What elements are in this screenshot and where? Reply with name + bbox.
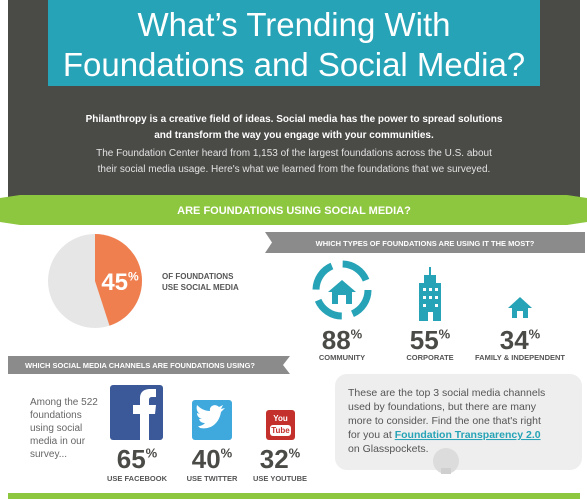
stat-number: 55 (410, 325, 439, 355)
footer-line (8, 493, 580, 499)
stat-unit: % (351, 327, 363, 342)
stat-unit: % (529, 327, 541, 342)
channel-label: USE TWITTER (187, 474, 238, 483)
channels-intro: foundations (30, 410, 82, 421)
intro-line: their social media usage. Here's what we… (98, 164, 491, 175)
overall-label: USE SOCIAL MEDIA (162, 283, 239, 292)
channels-intro: survey... (30, 449, 67, 460)
stat-value: 55% (410, 325, 451, 355)
lightbulb-base (441, 468, 451, 474)
youtube-logo-text: Tube (271, 426, 290, 435)
stat-value: 45% (101, 269, 139, 296)
channel-label: USE FACEBOOK (107, 474, 168, 483)
community-icon (312, 260, 372, 320)
stat-unit: % (146, 446, 158, 461)
stat-number: 65 (117, 444, 146, 474)
twitter-icon (192, 400, 232, 440)
stat-value: 88% (322, 325, 363, 355)
lightbulb-icon (433, 448, 459, 474)
channels-banner (8, 356, 290, 374)
callout-line: for you at Foundation Transparency 2.0 (348, 429, 541, 441)
callout-box (335, 374, 582, 470)
channels-intro: media in our (30, 436, 86, 447)
stat-value: 40% (192, 444, 233, 474)
channels-intro: Among the 522 (30, 397, 98, 408)
types-title: WHICH TYPES OF FOUNDATIONS ARE USING IT … (316, 239, 535, 248)
callout-link[interactable]: Foundation Transparency 2.0 (395, 429, 541, 441)
type-label: CORPORATE (406, 353, 453, 362)
section-ribbon (0, 195, 587, 225)
stat-number: 34 (500, 325, 529, 355)
stat-number: 45 (101, 269, 128, 296)
stat-unit: % (439, 327, 451, 342)
stat-number: 32 (260, 444, 289, 474)
youtube-logo-text: You (273, 414, 288, 423)
title-line: Foundations and Social Media? (63, 46, 525, 83)
type-label: FAMILY & INDEPENDENT (475, 353, 565, 362)
callout-prefix: for you at (348, 429, 395, 441)
title-line: What’s Trending With (137, 6, 450, 43)
callout-line: on Glasspockets. (348, 443, 429, 455)
stat-unit: % (128, 269, 139, 283)
youtube-icon (266, 410, 295, 440)
types-banner (265, 232, 585, 253)
callout-line: used by foundations, but there are many (348, 401, 537, 413)
type-label: COMMUNITY (319, 353, 365, 362)
stat-value: 32% (260, 444, 301, 474)
title-banner (48, 0, 540, 86)
stat-number: 40 (192, 444, 221, 474)
section-title: ARE FOUNDATIONS USING SOCIAL MEDIA? (177, 205, 411, 217)
intro-bold-line: Philanthropy is a creative field of idea… (86, 114, 503, 125)
channels-title: WHICH SOCIAL MEDIA CHANNELS ARE FOUNDATI… (25, 361, 255, 370)
stat-number: 88 (322, 325, 351, 355)
stat-unit: % (289, 446, 301, 461)
channels-intro: using social (30, 423, 82, 434)
family-icon (508, 297, 532, 318)
stat-unit: % (221, 446, 233, 461)
callout-line: These are the top 3 social media channel… (348, 387, 545, 399)
corporate-icon (419, 267, 441, 321)
facebook-icon (110, 385, 163, 440)
stat-value: 34% (500, 325, 541, 355)
overall-label: OF FOUNDATIONS (162, 272, 234, 281)
intro-bold-line: and transform the way you engage with yo… (154, 130, 434, 141)
intro-line: The Foundation Center heard from 1,153 o… (96, 148, 492, 159)
pie-wedge (95, 234, 142, 326)
channel-label: USE YOUTUBE (253, 474, 307, 483)
stat-value: 65% (117, 444, 158, 474)
callout-line: more to consider. Find the one that's ri… (348, 415, 541, 427)
